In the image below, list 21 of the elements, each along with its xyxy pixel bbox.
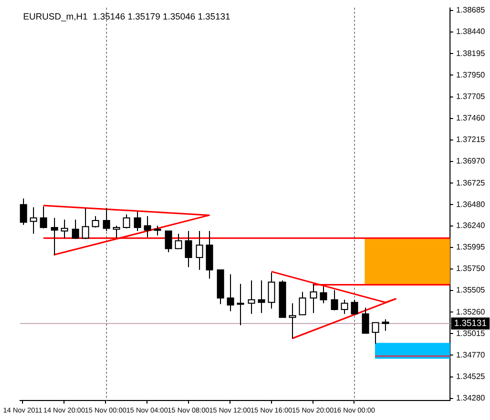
y-tick-label: 1.34770 (456, 350, 486, 360)
y-tick-label: 1.38685 (456, 6, 486, 15)
y-tick-label: 1.35995 (456, 242, 486, 252)
y-tick-label: 1.36480 (456, 200, 486, 209)
y-tick-label: 1.38195 (456, 48, 486, 58)
y-tick-label: 1.37215 (456, 135, 486, 144)
y-tick-label: 1.35260 (456, 307, 486, 316)
y-tick-label: 1.36240 (456, 220, 486, 230)
y-tick-label: 1.35750 (456, 264, 486, 274)
y-tick-label: 1.37460 (456, 114, 486, 123)
y-tick-label: 1.38440 (456, 27, 486, 36)
y-tick-label: 1.34280 (456, 394, 486, 403)
chart-title: EURUSD_m,H1 1.35146 1.35179 1.35046 1.35131 (23, 11, 230, 22)
y-tick-label: 1.36725 (456, 178, 486, 188)
y-tick-label: 1.35505 (456, 286, 486, 295)
y-tick-label: 1.34525 (456, 372, 486, 382)
y-tick-label: 1.37950 (456, 70, 486, 80)
y-tick-label: 1.37705 (456, 92, 486, 101)
y-tick-label: 1.36970 (456, 156, 486, 166)
ref-line-label: 1.35131 (454, 318, 487, 328)
y-tick-label: 1.35015 (456, 328, 486, 338)
